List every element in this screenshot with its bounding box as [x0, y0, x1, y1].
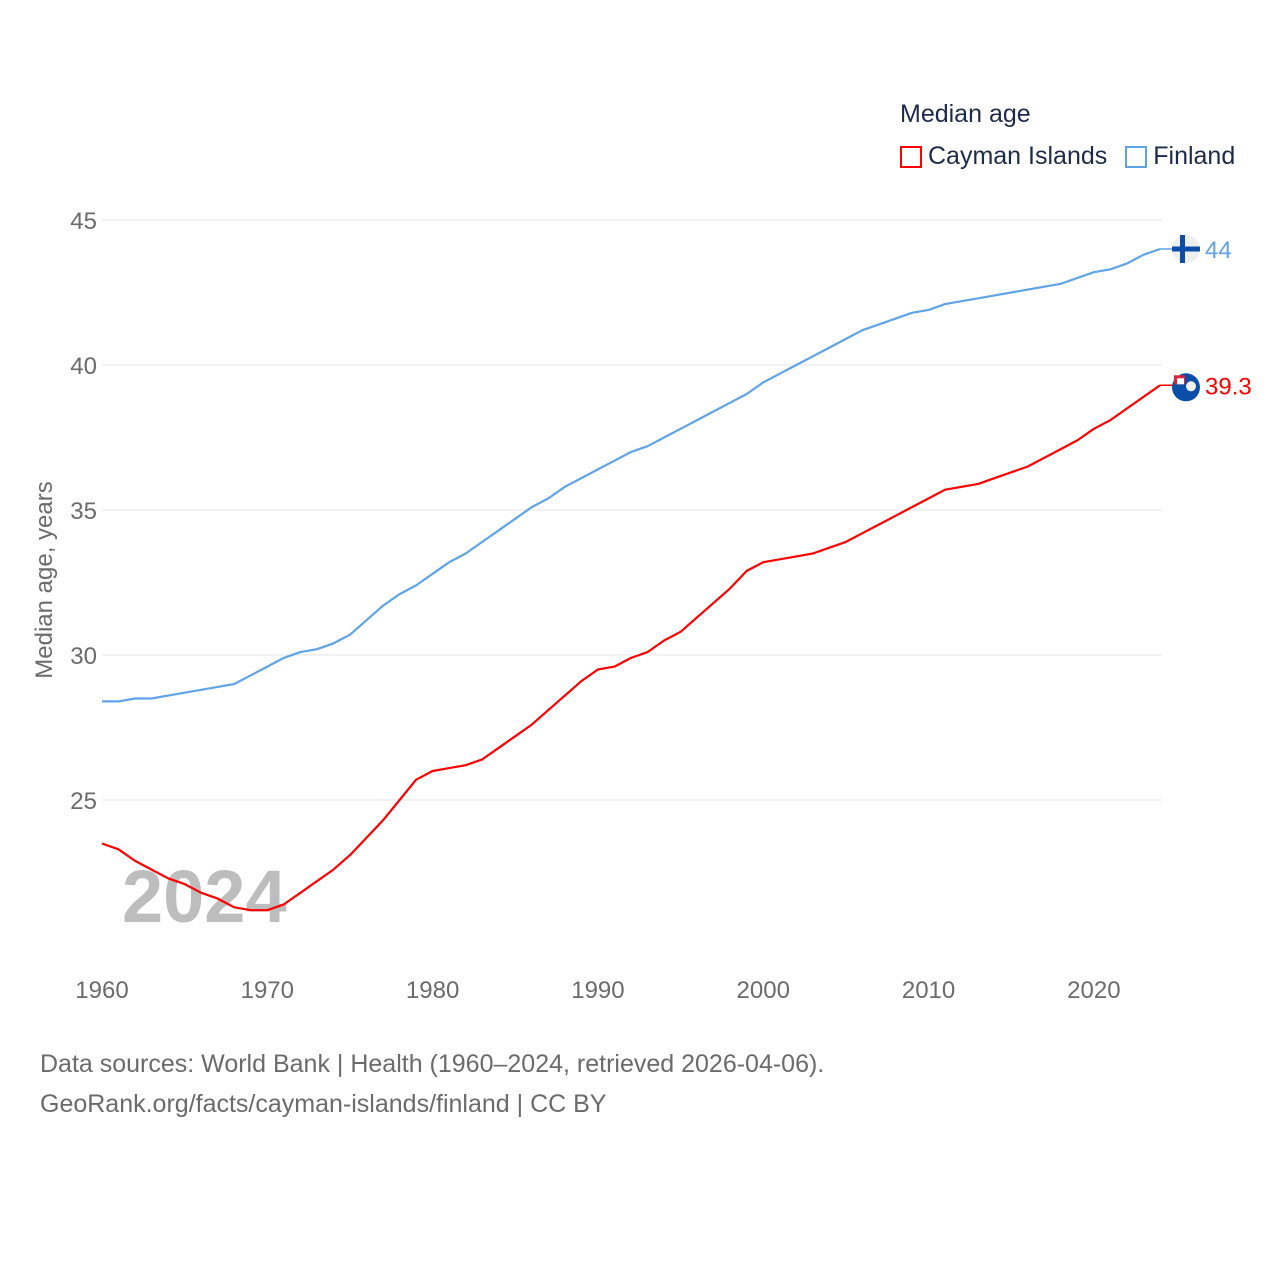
- footer: Data sources: World Bank | Health (1960–…: [40, 1044, 824, 1124]
- end-value-label: 39.3: [1205, 373, 1252, 400]
- legend-swatch: [1125, 145, 1148, 168]
- y-tick-label: 40: [70, 353, 97, 380]
- data-sources: Data sources: World Bank | Health (1960–…: [40, 1050, 825, 1078]
- finland-flag-icon: [1172, 246, 1200, 252]
- series-line-finland: [102, 247, 1161, 703]
- legend-title: Median age: [900, 100, 1031, 128]
- x-tick-label: 1990: [571, 977, 624, 1004]
- y-tick-label: 45: [70, 208, 97, 235]
- end-value-label: 44: [1205, 237, 1232, 264]
- cayman-flag-icon: [1186, 381, 1196, 392]
- legend-label: Cayman Islands: [928, 142, 1108, 170]
- legend: Cayman Islands Finland: [900, 142, 1235, 171]
- legend-swatch: [900, 145, 922, 168]
- x-tick-label: 1970: [241, 977, 294, 1004]
- x-tick-label: 2000: [737, 977, 790, 1004]
- y-tick-label: 30: [70, 643, 97, 670]
- series-line-cayman-islands: [101, 384, 1161, 912]
- x-tick-label: 2010: [902, 977, 955, 1004]
- legend-item-finland[interactable]: Finland: [1125, 142, 1235, 171]
- y-tick-label: 35: [70, 498, 97, 525]
- y-axis-label: Median age, years: [31, 481, 58, 678]
- legend-item-cayman-islands[interactable]: Cayman Islands: [900, 142, 1107, 171]
- finland-flag-icon: [1180, 235, 1185, 263]
- x-tick-label: 1960: [75, 977, 128, 1004]
- legend-label: Finland: [1153, 142, 1236, 170]
- source-link[interactable]: GeoRank.org/facts/cayman-islands/finland…: [40, 1090, 607, 1118]
- y-tick-label: 25: [70, 788, 97, 815]
- cayman-flag-icon: [1177, 378, 1184, 385]
- x-tick-label: 2020: [1067, 977, 1120, 1004]
- x-tick-label: 1980: [406, 977, 459, 1004]
